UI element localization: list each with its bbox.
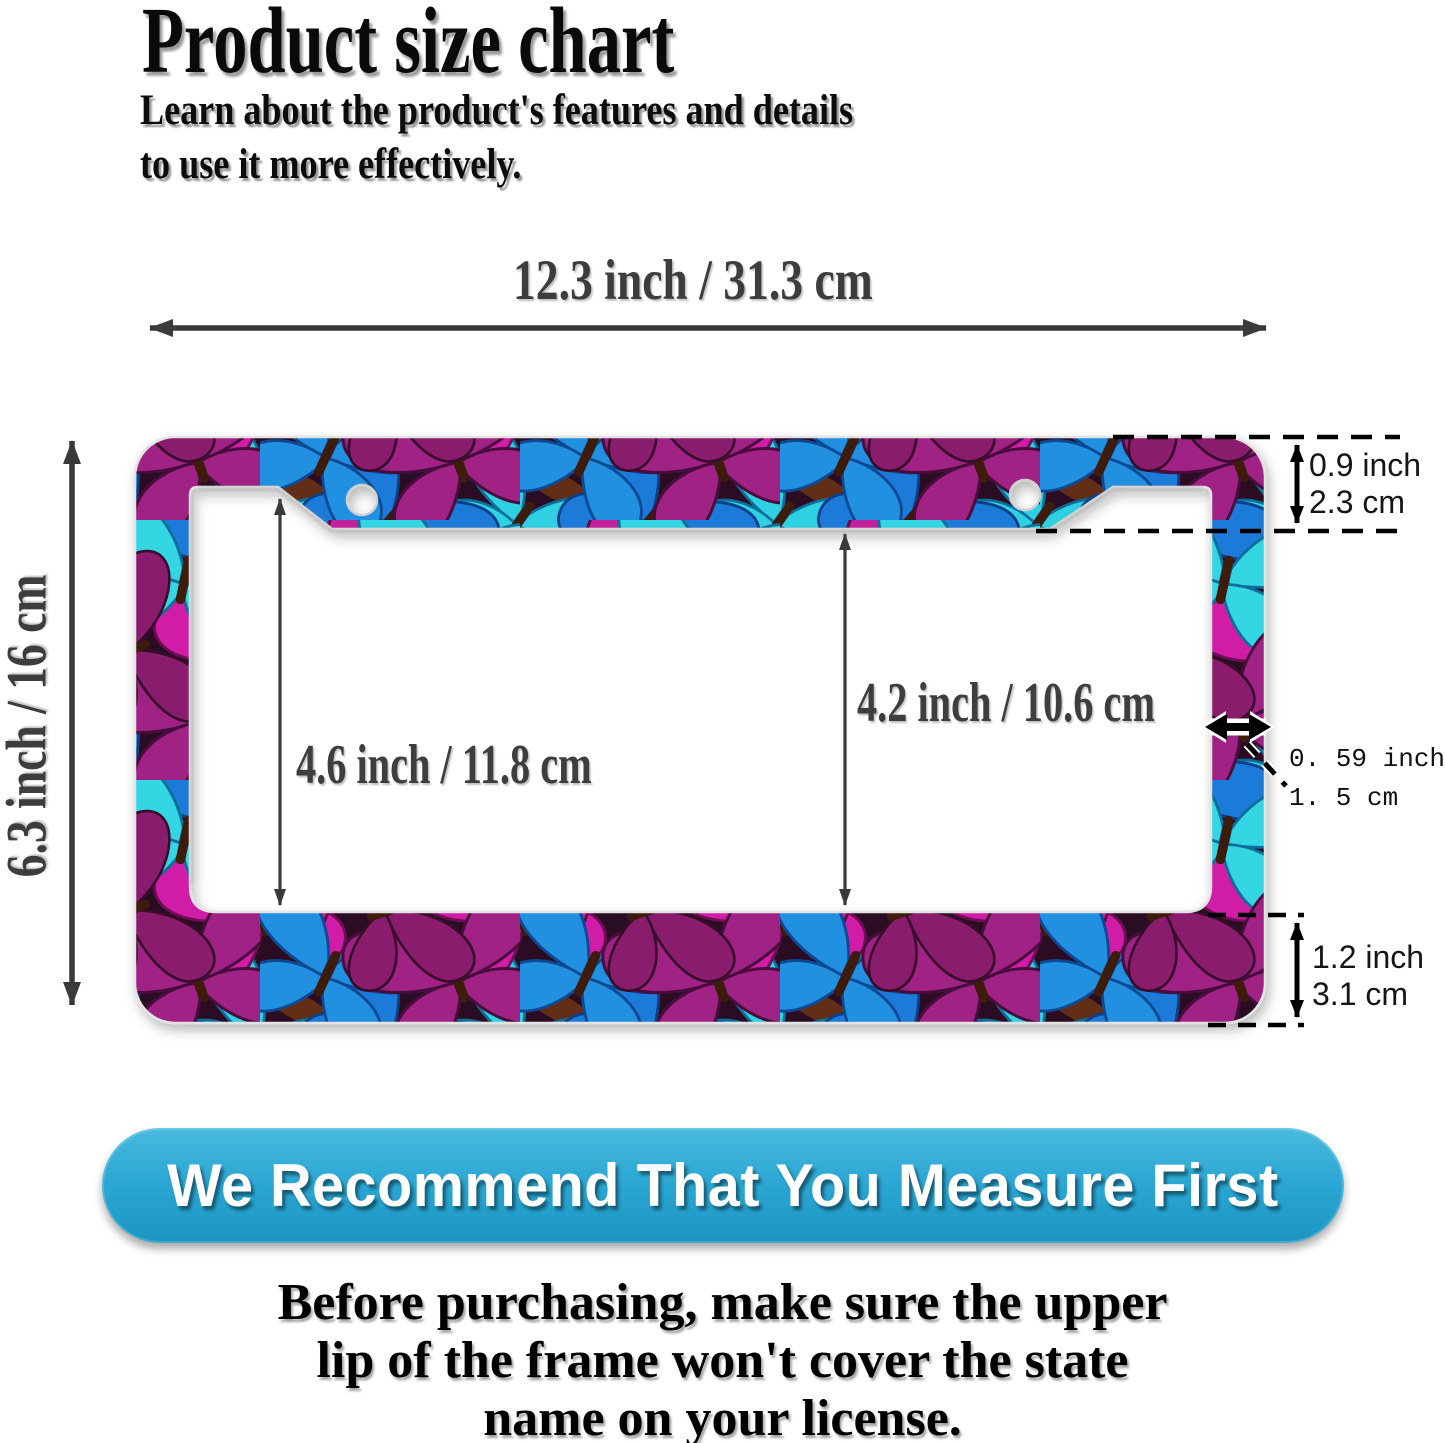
bottom-lip-cm-value: 3.1 cm xyxy=(1312,976,1409,1012)
side-rail-cm-value: 1. 5 cm xyxy=(1289,783,1399,813)
top-lip-inch-value: 0.9 inch xyxy=(1309,447,1422,483)
overall-width-value: 12.3 inch / 31.3 cm xyxy=(513,249,873,312)
opening-height-right-label: 4.2 inch / 10.6 cm xyxy=(857,672,1155,734)
purchase-note-line-3: name on your license. xyxy=(483,1390,962,1443)
side-rail-label: 0. 59 inch 1. 5 cm xyxy=(1289,740,1445,818)
purchase-note: Before purchasing, make sure the upper l… xyxy=(100,1274,1345,1443)
page-title: Product size chart xyxy=(142,0,675,93)
side-rail-callout xyxy=(1201,711,1290,790)
page-subtitle: Learn about the product's features and d… xyxy=(140,84,853,192)
opening-height-left-label: 4.6 inch / 11.8 cm xyxy=(296,734,592,796)
side-rail-inch-value: 0. 59 inch xyxy=(1289,744,1445,774)
overall-width-label: 12.3 inch / 31.3 cm xyxy=(148,248,1238,313)
page-subtitle-line-2: to use it more effectively. xyxy=(140,141,522,188)
top-lip-cm-value: 2.3 cm xyxy=(1309,484,1406,520)
top-lip-callout xyxy=(1036,434,1400,534)
screw-hole-right xyxy=(1009,479,1041,511)
side-rail-leader-dashed xyxy=(1245,742,1288,788)
bottom-lip-label: 1.2 inch 3.1 cm xyxy=(1312,939,1424,1013)
bottom-lip-inch-value: 1.2 inch xyxy=(1312,939,1425,975)
purchase-note-line-1: Before purchasing, make sure the upper xyxy=(277,1274,1168,1331)
top-lip-label: 0.9 inch 2.3 cm xyxy=(1309,447,1421,521)
screw-hole-left xyxy=(346,484,378,516)
purchase-note-line-2: lip of the frame won't cover the state xyxy=(316,1332,1129,1389)
recommendation-banner-label: We Recommend That You Measure First xyxy=(167,1152,1279,1219)
frame-inner-lip-shadow xyxy=(190,487,1203,885)
page-subtitle-line-1: Learn about the product's features and d… xyxy=(140,87,854,134)
overall-height-label: 6.3 inch / 16 cm xyxy=(0,574,59,878)
recommendation-banner: We Recommend That You Measure First xyxy=(102,1128,1344,1243)
bottom-lip-callout xyxy=(1208,912,1304,1028)
